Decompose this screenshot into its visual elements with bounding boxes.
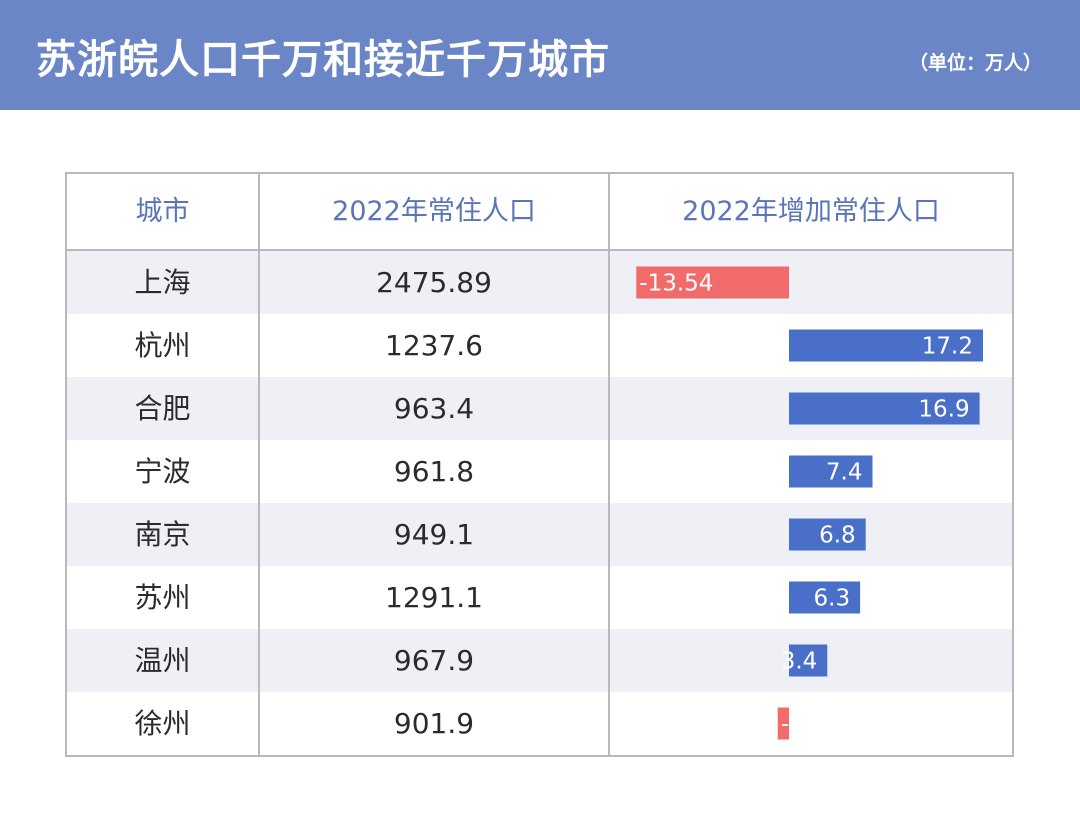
city-name: 合肥 xyxy=(134,392,191,425)
header-increase: 2022年增加常住人口 xyxy=(682,196,940,227)
bar-label: 7.4 xyxy=(826,460,863,486)
bar-label: 6.3 xyxy=(814,586,851,612)
city-name: 温州 xyxy=(134,644,191,677)
city-name: 南京 xyxy=(134,518,191,551)
bar-温州 xyxy=(789,644,828,677)
unit-label: （单位：万人） xyxy=(908,52,1042,74)
city-name: 宁波 xyxy=(134,455,191,488)
bar-上海 xyxy=(636,266,789,299)
table-row: 苏州 1291.1 xyxy=(67,566,1012,629)
bar-label: -1 xyxy=(781,712,804,738)
bar-label: 6.8 xyxy=(819,523,856,549)
table-row: 温州 967.9 xyxy=(67,629,1012,692)
population-value: 1291.1 xyxy=(385,581,483,614)
header-population: 2022年常住人口 xyxy=(332,196,536,227)
table-header-row: 城市 2022年常住人口 2022年增加常住人口 xyxy=(67,174,1012,251)
data-table: 城市 2022年常住人口 2022年增加常住人口 上海 2475.89 杭州 1237… xyxy=(65,172,1014,757)
city-name: 苏州 xyxy=(134,581,191,614)
population-value: 961.8 xyxy=(393,455,475,488)
city-name: 徐州 xyxy=(134,707,191,740)
bar-苏州 xyxy=(789,581,861,614)
bar-label: -13.54 xyxy=(639,271,713,297)
table-row: 上海 2475.89 xyxy=(67,251,1012,314)
increase-bar-chart: -13.54 17.2 16.9 7.4 6.8 6.3 3.4 -1 xyxy=(636,266,983,740)
bar-label: 17.2 xyxy=(922,334,973,360)
bar-label: 3.4 xyxy=(781,649,818,675)
header-city: 城市 xyxy=(135,196,190,227)
page-title: 苏浙皖人口千万和接近千万城市 xyxy=(36,37,610,83)
table-row: 杭州 1237.6 xyxy=(67,314,1012,377)
column-divider xyxy=(258,174,260,755)
population-value: 901.9 xyxy=(393,707,475,740)
city-name: 杭州 xyxy=(134,329,191,362)
bar-宁波 xyxy=(789,455,873,488)
bar-杭州 xyxy=(789,329,983,362)
bar-徐州 xyxy=(777,707,789,740)
population-value: 963.4 xyxy=(393,392,475,425)
city-name: 上海 xyxy=(134,266,191,299)
column-divider xyxy=(608,174,610,755)
bar-合肥 xyxy=(789,392,980,425)
table-row: 宁波 961.8 xyxy=(67,440,1012,503)
population-value: 1237.6 xyxy=(385,329,483,362)
population-value: 2475.89 xyxy=(376,266,492,299)
bar-南京 xyxy=(789,518,866,551)
table-row: 徐州 901.9 xyxy=(67,692,1012,755)
bar-label: 16.9 xyxy=(918,397,969,423)
population-value: 967.9 xyxy=(393,644,475,677)
population-value: 949.1 xyxy=(393,518,475,551)
title-banner: 苏浙皖人口千万和接近千万城市 （单位：万人） xyxy=(0,0,1080,110)
